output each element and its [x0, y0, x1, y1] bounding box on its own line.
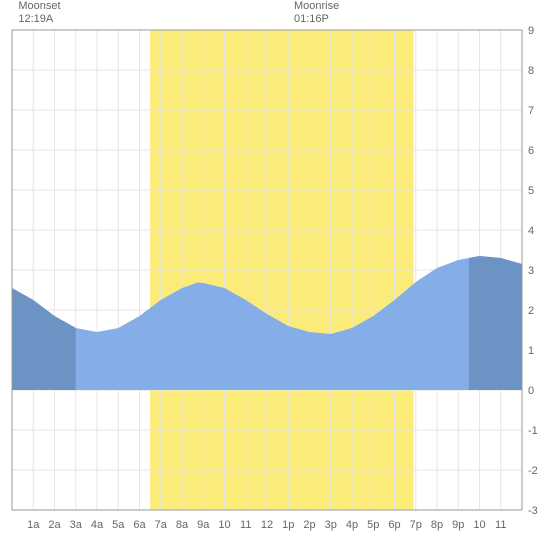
x-tick-label: 6p [388, 519, 400, 531]
x-tick-label: 8p [431, 519, 443, 531]
tide-area-night [469, 256, 522, 390]
y-tick-label: 7 [528, 105, 534, 117]
x-tick-label: 11 [240, 519, 251, 531]
x-tick-label: 3p [325, 519, 337, 531]
y-tick-label: 2 [528, 305, 534, 317]
y-tick-label: -3 [528, 505, 538, 517]
x-tick-label: 2a [48, 519, 61, 531]
x-tick-label: 8a [176, 519, 189, 531]
tide-area-night [12, 288, 76, 390]
y-tick-label: 3 [528, 265, 534, 277]
x-tick-label: 9a [197, 519, 210, 531]
x-tick-label: 6a [133, 519, 146, 531]
plot-area: -3-2-101234567891a2a3a4a5a6a7a8a9a101112… [0, 0, 550, 550]
y-tick-label: 4 [528, 225, 534, 237]
x-tick-label: 2p [303, 519, 315, 531]
x-tick-label: 7a [155, 519, 168, 531]
y-tick-label: 8 [528, 65, 534, 77]
y-tick-label: 6 [528, 145, 534, 157]
x-tick-label: 11 [495, 519, 506, 531]
x-tick-label: 1a [27, 519, 40, 531]
y-tick-label: 1 [528, 345, 534, 357]
x-tick-label: 4p [346, 519, 358, 531]
x-tick-label: 10 [473, 519, 485, 531]
y-tick-label: -2 [528, 465, 538, 477]
x-tick-label: 10 [218, 519, 230, 531]
x-tick-label: 4a [91, 519, 104, 531]
x-tick-label: 5p [367, 519, 379, 531]
tide-chart: Moonset 12:19A Moonrise 01:16P -3-2-1012… [0, 0, 550, 550]
x-tick-label: 12 [261, 519, 273, 531]
y-tick-label: -1 [528, 425, 538, 437]
x-tick-label: 7p [410, 519, 422, 531]
y-tick-label: 5 [528, 185, 534, 197]
x-tick-label: 1p [282, 519, 294, 531]
y-tick-label: 0 [528, 385, 534, 397]
x-tick-label: 3a [70, 519, 83, 531]
x-tick-label: 9p [452, 519, 464, 531]
y-tick-label: 9 [528, 25, 534, 37]
x-tick-label: 5a [112, 519, 125, 531]
